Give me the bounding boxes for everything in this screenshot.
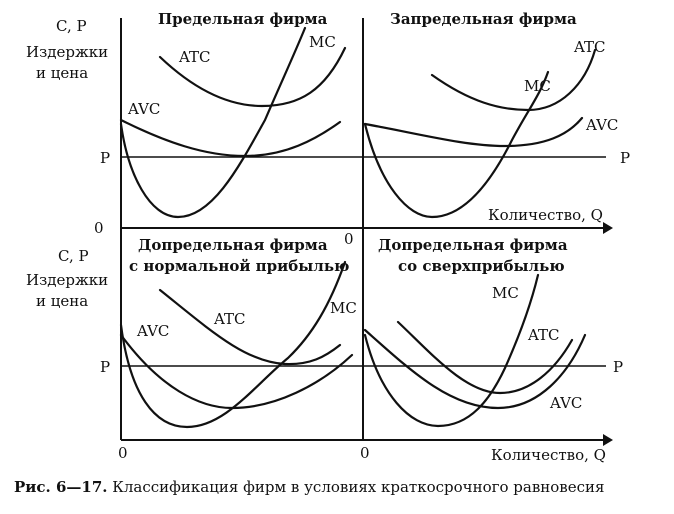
price-label-right-top: P xyxy=(620,149,630,167)
top-right-avc-label: AVC xyxy=(585,116,618,134)
top-left-atc-label: ATC xyxy=(178,48,211,66)
top-right-atc-curve xyxy=(430,48,597,112)
origin-label-top-right: 0 xyxy=(344,230,354,248)
y-axis-desc-top-1: Издержки xyxy=(26,43,108,61)
bottom-left-atc-label: ATC xyxy=(213,310,246,328)
caption-text: Классификация фирм в условиях краткосроч… xyxy=(112,478,605,496)
bottom-axis-arrowhead xyxy=(603,434,613,446)
top-right-atc-label: ATC xyxy=(573,38,606,56)
bottom-left-mc-curve xyxy=(119,260,347,429)
price-label-right-bottom: P xyxy=(613,358,623,376)
y-axis-label-bottom: C, P xyxy=(58,247,89,265)
bottom-right-avc-curve xyxy=(363,328,587,410)
bottom-right-mc-curve xyxy=(363,273,540,428)
caption-number: Рис. 6—17. xyxy=(14,478,108,496)
top-left-avc-label: AVC xyxy=(127,100,160,118)
bottom-right-avc-label: AVC xyxy=(549,394,582,412)
y-axis-desc-bottom-1: Издержки xyxy=(26,271,108,289)
price-label-left-bottom: P xyxy=(100,358,110,376)
bottom-left-avc-curve xyxy=(119,333,354,410)
top-left-atc-curve xyxy=(158,46,347,108)
panel-title-top-left: Предельная фирма xyxy=(158,10,328,28)
origin-label-bottom-left: 0 xyxy=(118,444,128,462)
panel-title-bottom-left-2: с нормальной прибылью xyxy=(129,257,349,275)
price-label-left-top: P xyxy=(100,149,110,167)
x-axis-label-top: Количество, Q xyxy=(488,206,603,224)
panel-title-top-right: Запредельная фирма xyxy=(390,10,577,28)
bottom-left-avc-label: AVC xyxy=(136,322,169,340)
y-axis-desc-bottom-2: и цена xyxy=(36,292,88,310)
y-axis-label-top: C, P xyxy=(56,17,87,35)
top-left-mc-label: MC xyxy=(309,33,336,51)
bottom-right-atc-curve xyxy=(396,320,574,395)
top-axis-arrowhead xyxy=(603,222,613,234)
figure-caption: Рис. 6—17. Классификация фирм в условиях… xyxy=(14,478,664,496)
y-axis-desc-top-2: и цена xyxy=(36,64,88,82)
top-left-avc-curve xyxy=(119,118,342,158)
top-right-avc-curve xyxy=(363,116,584,148)
bottom-left-mc-label: MC xyxy=(330,299,357,317)
panel-title-bottom-right-1: Допредельная фирма xyxy=(378,236,568,254)
bottom-right-mc-label: MC xyxy=(492,284,519,302)
x-axis-label-bottom: Количество, Q xyxy=(491,446,606,464)
bottom-right-atc-label: ATC xyxy=(527,326,560,344)
top-left-mc-curve xyxy=(119,26,307,219)
top-right-mc-label: MC xyxy=(524,77,551,95)
bottom-left-atc-curve xyxy=(158,288,342,366)
panel-title-bottom-left-1: Допредельная фирма xyxy=(138,236,328,254)
panel-title-bottom-right-2: со сверхприбылью xyxy=(398,257,565,275)
origin-label-bottom-right: 0 xyxy=(360,444,370,462)
origin-label-top-left: 0 xyxy=(94,219,104,237)
